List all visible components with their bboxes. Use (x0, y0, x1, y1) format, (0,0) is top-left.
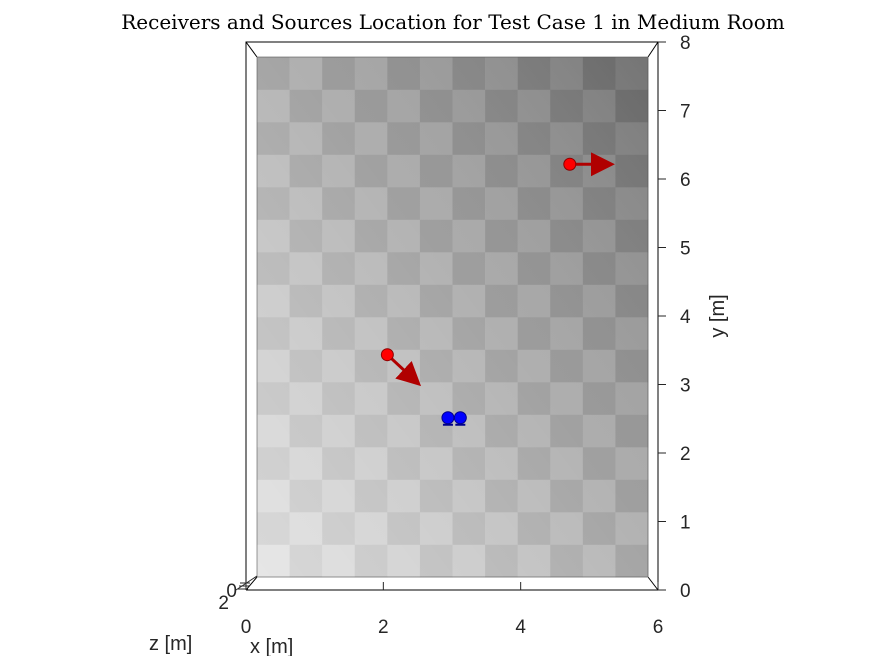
z-tick-label: 2 (218, 593, 229, 614)
x-tick-label: 6 (653, 617, 664, 638)
y-tick-label: 1 (680, 513, 691, 534)
y-tick-label: 3 (680, 376, 691, 397)
y-tick-label: 8 (680, 33, 691, 54)
room-corner-br (647, 576, 659, 591)
room-corner-tr (647, 41, 659, 58)
receiver-point (441, 411, 455, 425)
z-tick-label: 0 (226, 581, 237, 602)
y-tick-label: 5 (680, 239, 691, 260)
y-axis-label: y [m] (707, 294, 729, 337)
y-tick-label: 0 (680, 581, 691, 602)
x-tick-label: 2 (378, 617, 389, 638)
x-tick-label: 4 (515, 617, 526, 638)
floor-shading (257, 57, 648, 577)
room-corner-bl (245, 576, 258, 591)
chart-title: Receivers and Sources Location for Test … (121, 10, 785, 34)
x-axis-label: x [m] (250, 636, 293, 656)
y-tick-label: 2 (680, 444, 691, 465)
z-axis-label: z [m] (149, 633, 192, 655)
source-direction-arrow (386, 353, 422, 387)
y-tick-label: 7 (680, 102, 691, 123)
source-point (380, 348, 394, 362)
source-point (563, 157, 577, 171)
room-corner-tl (245, 41, 258, 58)
y-tick-label: 4 (680, 307, 691, 328)
x-axis: 0 2 4 6 (241, 582, 664, 638)
plot-marks (380, 152, 615, 426)
x-tick-label: 0 (241, 617, 252, 638)
z-axis: 0 2 (218, 575, 258, 614)
y-tick-label: 6 (680, 170, 691, 191)
floor-border (256, 56, 649, 578)
receiver-point (453, 411, 467, 425)
y-axis: 0 1 2 3 4 5 6 7 8 (658, 33, 691, 602)
